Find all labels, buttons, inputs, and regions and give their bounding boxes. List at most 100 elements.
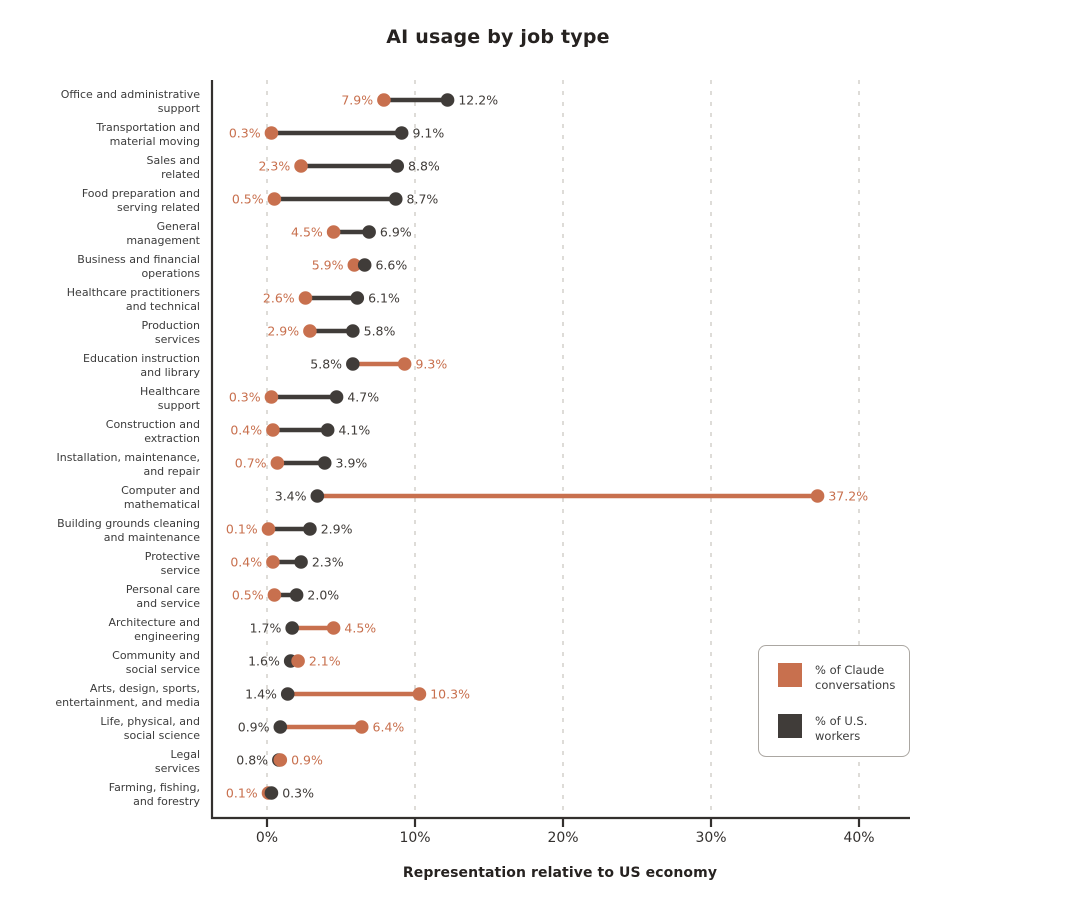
legend-label-claude: % of Claude conversations bbox=[815, 663, 895, 693]
claude-dot bbox=[264, 126, 279, 140]
claude-value-label: 4.5% bbox=[291, 225, 323, 240]
claude-dot bbox=[267, 192, 282, 206]
claude-value-label: 7.9% bbox=[341, 93, 373, 108]
claude-dot bbox=[273, 753, 288, 767]
claude-value-label: 37.2% bbox=[828, 489, 868, 504]
workers-dot bbox=[280, 687, 295, 701]
workers-value-label: 0.3% bbox=[282, 786, 314, 801]
category-label: Business and financial operations bbox=[77, 253, 200, 280]
claude-dot bbox=[261, 522, 276, 536]
x-axis-title: Representation relative to US economy bbox=[402, 865, 718, 881]
category-label: Protective service bbox=[145, 550, 200, 577]
workers-value-label: 3.4% bbox=[275, 489, 307, 504]
legend-label-line: conversations bbox=[815, 678, 896, 692]
workers-value-label: 0.9% bbox=[238, 720, 270, 735]
x-tick-label: 40% bbox=[843, 830, 874, 846]
category-label: Life, physical, and social science bbox=[100, 715, 200, 742]
category-label: Farming, fishing, and forestry bbox=[109, 781, 201, 808]
claude-value-label: 2.3% bbox=[258, 159, 290, 174]
workers-dot bbox=[320, 423, 335, 437]
workers-dot bbox=[329, 390, 344, 404]
workers-dot bbox=[294, 555, 308, 569]
category-label: Healthcare practitioners and technical bbox=[67, 286, 200, 313]
claude-value-label: 2.9% bbox=[267, 324, 299, 339]
claude-value-label: 2.6% bbox=[263, 291, 295, 306]
category-label: Architecture and engineering bbox=[108, 616, 200, 643]
workers-dot bbox=[346, 324, 360, 338]
workers-value-label: 6.1% bbox=[368, 291, 400, 306]
workers-value-label: 6.9% bbox=[380, 225, 412, 240]
legend-label-line: % of Claude bbox=[815, 663, 885, 677]
workers-value-label: 2.3% bbox=[312, 555, 344, 570]
claude-value-label: 0.5% bbox=[232, 588, 264, 603]
category-label: Computer and mathematical bbox=[121, 484, 200, 511]
claude-dot bbox=[298, 291, 313, 305]
claude-value-label: 10.3% bbox=[430, 687, 470, 702]
claude-value-label: 6.4% bbox=[373, 720, 405, 735]
claude-dot bbox=[270, 456, 285, 470]
workers-value-label: 8.7% bbox=[407, 192, 439, 207]
workers-value-label: 12.2% bbox=[458, 93, 498, 108]
workers-value-label: 0.8% bbox=[236, 753, 268, 768]
category-label: Transportation and material moving bbox=[95, 121, 200, 148]
claude-value-label: 0.4% bbox=[230, 423, 262, 438]
workers-dot bbox=[350, 291, 365, 305]
workers-dot bbox=[303, 522, 317, 536]
workers-value-label: 5.8% bbox=[364, 324, 396, 339]
category-label: Office and administrative support bbox=[61, 88, 201, 115]
claude-dot bbox=[264, 390, 279, 404]
claude-dot bbox=[810, 489, 825, 503]
workers-value-label: 4.1% bbox=[338, 423, 370, 438]
workers-value-label: 6.6% bbox=[375, 258, 407, 273]
workers-dot bbox=[390, 159, 405, 173]
claude-dot bbox=[303, 324, 317, 338]
legend-label-workers: % of U.S. workers bbox=[815, 714, 867, 744]
legend-label-line: workers bbox=[815, 729, 861, 743]
legend-item-claude: % of Claude conversations bbox=[778, 663, 909, 693]
claude-value-label: 0.5% bbox=[232, 192, 264, 207]
category-label: Installation, maintenance, and repair bbox=[57, 451, 201, 478]
claude-dot bbox=[397, 357, 412, 371]
workers-dot bbox=[310, 489, 325, 503]
category-label: Building grounds cleaning and maintenance bbox=[57, 517, 200, 544]
workers-value-label: 2.9% bbox=[321, 522, 353, 537]
x-tick-label: 0% bbox=[256, 830, 278, 846]
claude-dot bbox=[326, 621, 341, 635]
claude-value-label: 0.9% bbox=[291, 753, 323, 768]
claude-value-label: 0.4% bbox=[230, 555, 262, 570]
workers-value-label: 2.0% bbox=[307, 588, 339, 603]
x-tick-label: 10% bbox=[399, 830, 430, 846]
workers-dot bbox=[394, 126, 409, 140]
claude-dot bbox=[412, 687, 427, 701]
workers-dot bbox=[317, 456, 332, 470]
workers-value-label: 4.7% bbox=[347, 390, 379, 405]
workers-dot bbox=[289, 588, 304, 602]
legend: % of Claude conversations % of U.S. worker… bbox=[758, 645, 910, 757]
claude-value-label: 9.3% bbox=[415, 357, 447, 372]
workers-value-label: 1.7% bbox=[250, 621, 282, 636]
category-label: Sales and related bbox=[147, 154, 200, 181]
claude-value-label: 2.1% bbox=[309, 654, 341, 669]
claude-value-label: 0.7% bbox=[235, 456, 267, 471]
claude-dot bbox=[267, 588, 282, 602]
x-tick-label: 30% bbox=[695, 830, 726, 846]
workers-value-label: 3.9% bbox=[336, 456, 368, 471]
claude-dot bbox=[377, 93, 391, 107]
category-label: Community and social service bbox=[112, 649, 200, 676]
chart-title: AI usage by job type bbox=[386, 26, 610, 48]
claude-value-label: 0.3% bbox=[229, 126, 261, 141]
workers-value-label: 8.8% bbox=[408, 159, 440, 174]
workers-dot bbox=[285, 621, 299, 635]
legend-item-workers: % of U.S. workers bbox=[778, 714, 909, 744]
workers-swatch bbox=[778, 714, 802, 738]
workers-dot bbox=[357, 258, 372, 272]
category-label: Construction and extraction bbox=[106, 418, 200, 445]
workers-dot bbox=[264, 786, 279, 800]
claude-dot bbox=[354, 720, 369, 734]
workers-value-label: 1.4% bbox=[245, 687, 277, 702]
claude-swatch bbox=[778, 663, 802, 687]
workers-dot bbox=[346, 357, 360, 371]
workers-value-label: 1.6% bbox=[248, 654, 280, 669]
